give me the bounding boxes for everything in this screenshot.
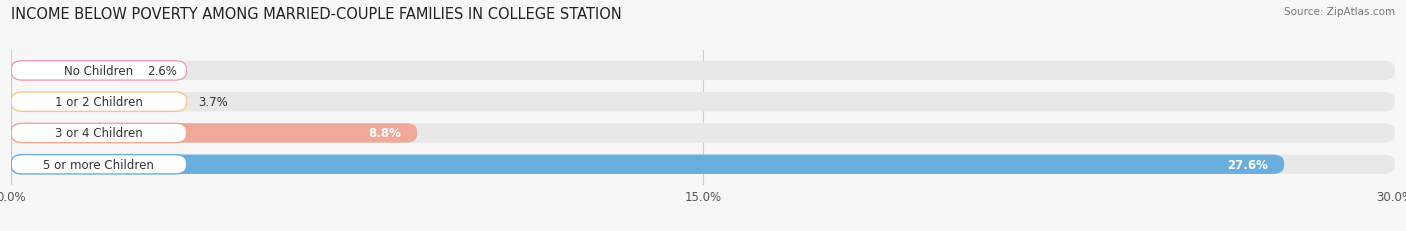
Text: 3 or 4 Children: 3 or 4 Children bbox=[55, 127, 143, 140]
Text: No Children: No Children bbox=[65, 65, 134, 78]
FancyBboxPatch shape bbox=[11, 93, 1395, 112]
FancyBboxPatch shape bbox=[11, 93, 187, 112]
Text: Source: ZipAtlas.com: Source: ZipAtlas.com bbox=[1284, 7, 1395, 17]
Text: INCOME BELOW POVERTY AMONG MARRIED-COUPLE FAMILIES IN COLLEGE STATION: INCOME BELOW POVERTY AMONG MARRIED-COUPL… bbox=[11, 7, 621, 22]
FancyBboxPatch shape bbox=[11, 61, 187, 81]
Text: 27.6%: 27.6% bbox=[1227, 158, 1268, 171]
FancyBboxPatch shape bbox=[11, 124, 418, 143]
FancyBboxPatch shape bbox=[11, 124, 187, 143]
Text: 5 or more Children: 5 or more Children bbox=[44, 158, 155, 171]
Text: 3.7%: 3.7% bbox=[198, 96, 228, 109]
Text: 8.8%: 8.8% bbox=[368, 127, 401, 140]
Text: 1 or 2 Children: 1 or 2 Children bbox=[55, 96, 143, 109]
FancyBboxPatch shape bbox=[11, 155, 187, 174]
FancyBboxPatch shape bbox=[11, 61, 131, 81]
FancyBboxPatch shape bbox=[11, 124, 1395, 143]
FancyBboxPatch shape bbox=[11, 93, 181, 112]
Text: 2.6%: 2.6% bbox=[148, 65, 177, 78]
FancyBboxPatch shape bbox=[11, 155, 1395, 174]
FancyBboxPatch shape bbox=[11, 61, 1395, 81]
FancyBboxPatch shape bbox=[11, 155, 1284, 174]
